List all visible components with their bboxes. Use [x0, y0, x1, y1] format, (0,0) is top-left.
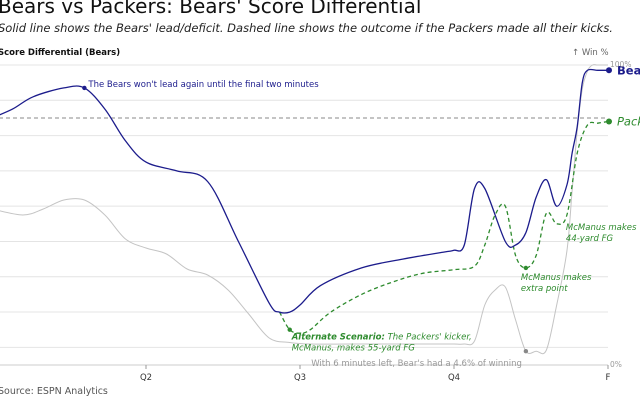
annotation-point	[287, 327, 292, 332]
grid	[0, 64, 608, 366]
win-pct-axis-label: ↑ Win %	[572, 48, 609, 58]
x-tick-label: F	[606, 373, 611, 383]
end-label-bears: Bears	[617, 63, 640, 77]
x-tick-label: Q4	[448, 373, 460, 383]
y-axis-label: Score Differential (Bears)	[0, 48, 120, 58]
series-line-bears	[0, 68, 608, 314]
annotations: The Bears won't lead again until the fin…	[82, 80, 637, 369]
annotation-text: McManus makes	[566, 223, 637, 233]
end-point-bears	[606, 67, 612, 74]
annotation-text: 44-yard FG	[566, 234, 614, 244]
annotation-text: Alternate Scenario: The Packers' kicker,	[291, 333, 472, 343]
annotation-text: McManus makes	[521, 273, 592, 283]
end-label-packers: Packers	[617, 114, 640, 128]
series: Bears Packers	[0, 63, 640, 355]
series-line-win	[0, 64, 608, 355]
annotation-text: McManus, makes 55-yard FG	[292, 344, 416, 354]
series-line-packers	[278, 120, 609, 334]
annotation-text: The Bears won't lead again until the fin…	[87, 80, 319, 90]
x-tick-label: Q2	[140, 373, 152, 383]
win-pct-tick-bottom: 0%	[610, 360, 622, 369]
chart-subtitle: Solid line shows the Bears' lead/deficit…	[0, 21, 613, 35]
tick-labels: Q2 Q3 Q4 F 100% 0%	[140, 60, 632, 383]
annotation-point	[523, 265, 529, 271]
end-point-packers	[606, 118, 612, 125]
annotation-point	[523, 349, 529, 354]
annotation-text: extra point	[521, 284, 568, 294]
chart-title: Bears vs Packers: Bears' Score Different…	[0, 0, 422, 18]
annotation-point	[82, 85, 87, 91]
x-tick-label: Q3	[294, 373, 306, 383]
win-pct-tick-top: 100%	[610, 60, 631, 69]
annotation-text: With 6 minutes left, Bear's had a 4.6% o…	[311, 359, 522, 369]
chart-source: Source: ESPN Analytics	[0, 386, 108, 397]
